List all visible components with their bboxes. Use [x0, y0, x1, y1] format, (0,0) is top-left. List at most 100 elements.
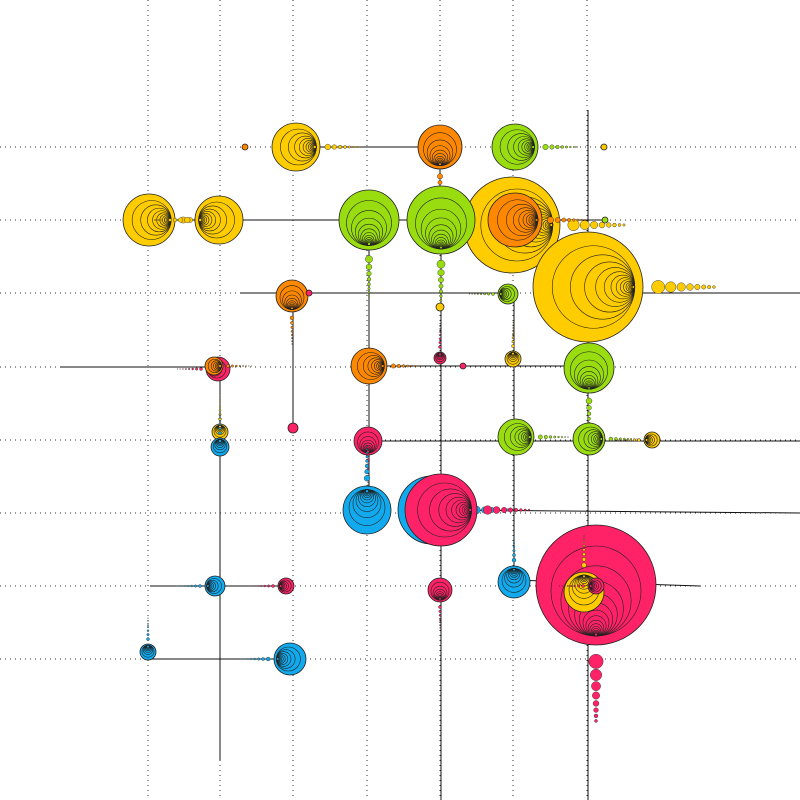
trail-dot	[263, 584, 266, 588]
trail-dot	[580, 218, 583, 222]
trail-dot	[366, 277, 372, 282]
trail-dot	[622, 223, 626, 227]
trail-dot	[617, 223, 622, 227]
trail-dot	[586, 411, 592, 416]
trail-dot	[347, 145, 351, 149]
trail-dot	[247, 658, 249, 660]
trail-dot	[238, 365, 241, 367]
trail-dot	[582, 544, 586, 548]
trail-dot	[439, 323, 441, 325]
trail-dot	[592, 691, 600, 700]
trail-dot	[437, 269, 445, 277]
trail-dot	[219, 403, 221, 405]
trail-dot	[592, 700, 600, 707]
trail-dot	[513, 536, 515, 538]
trail-dot	[154, 219, 156, 221]
bubble	[287, 422, 299, 434]
trail-dot	[439, 627, 441, 629]
trail-dot	[254, 585, 256, 587]
trail-dot	[581, 557, 587, 562]
trail-dot	[582, 552, 586, 557]
trail-dot	[219, 406, 221, 409]
trail-dot	[438, 614, 442, 617]
trail-dot	[249, 585, 251, 587]
trail-dot	[185, 368, 187, 370]
trail-dot	[543, 435, 548, 439]
bubble	[427, 577, 453, 603]
trail-dot	[439, 621, 441, 623]
trail-dot	[570, 585, 573, 587]
trail-dot	[365, 459, 369, 463]
trail-dot	[501, 507, 508, 513]
trail-dot	[194, 584, 198, 588]
trail-dot	[676, 282, 686, 292]
trail-dot	[594, 719, 598, 723]
bubble	[587, 577, 605, 595]
bubble-ring	[198, 218, 202, 222]
bubble	[241, 143, 249, 151]
trail-dot	[511, 558, 517, 563]
trail-dot	[512, 333, 514, 336]
trail-dot	[436, 259, 446, 269]
trail-dot	[250, 658, 253, 660]
trail-dot	[324, 143, 331, 151]
bubble-ring	[631, 285, 636, 289]
trail-dot	[291, 337, 293, 339]
trail-dot	[438, 610, 442, 613]
trail-dot	[290, 321, 294, 325]
trail-dot	[176, 585, 178, 587]
trail-dot	[439, 624, 441, 626]
trail-dot	[290, 330, 294, 333]
bubble	[497, 418, 535, 456]
bubble	[563, 342, 615, 394]
trail-dot	[633, 438, 636, 442]
trail-dot	[219, 395, 221, 397]
trail-dot	[226, 364, 230, 368]
bubble	[601, 216, 609, 224]
bubble	[643, 431, 661, 449]
trail-dot	[512, 327, 514, 329]
trail-dot	[338, 144, 343, 150]
bubble-ring	[587, 386, 591, 390]
trail-dot	[289, 315, 295, 320]
trail-dot	[290, 325, 294, 329]
bubble-ring	[381, 364, 385, 368]
trail-dot	[366, 445, 368, 447]
trail-dot	[581, 562, 587, 568]
trail-dot	[367, 291, 371, 294]
trail-dot	[195, 367, 199, 371]
bubble	[139, 643, 157, 661]
trail-dot	[439, 325, 441, 327]
trail-dot	[513, 539, 515, 541]
trail-dot	[511, 336, 515, 339]
trail-dot	[367, 287, 371, 290]
trail-dot	[366, 448, 368, 451]
trail-dot	[244, 658, 246, 660]
trail-dot	[146, 637, 150, 641]
trail-dot	[651, 280, 666, 294]
trail-dot	[608, 436, 613, 442]
trail-dot	[261, 657, 265, 661]
bubble	[491, 123, 539, 171]
trail-dot	[548, 435, 553, 439]
trail-dot	[172, 217, 177, 223]
trail-dot	[365, 263, 373, 271]
trail-dot	[560, 145, 564, 149]
bubble-ring	[644, 438, 649, 442]
trail-dot	[583, 541, 585, 544]
trail-dot	[483, 292, 486, 296]
trail-dot	[576, 218, 580, 222]
trail-dot	[519, 508, 523, 512]
trail-dot	[331, 144, 337, 150]
trail-dot	[439, 298, 443, 302]
trail-dot	[242, 365, 244, 367]
trail-dot	[367, 484, 369, 486]
trail-dot	[577, 584, 580, 588]
trail-dot	[581, 584, 585, 588]
trail-dot	[593, 707, 599, 713]
bubble	[435, 302, 445, 312]
trail-dot	[260, 585, 263, 587]
bubble-ring	[511, 351, 515, 356]
trail-dot	[219, 411, 221, 413]
